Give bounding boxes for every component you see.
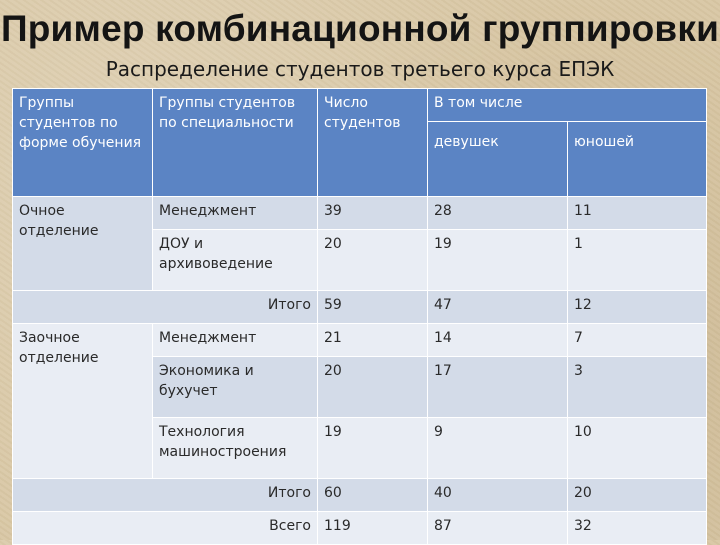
subtotal-row: Итого 59 47 12 [12, 290, 708, 324]
cell-girls: 14 [427, 323, 568, 357]
cell-count: 119 [317, 511, 428, 545]
header-boys: юношей [566, 121, 708, 197]
cell-boys: 11 [566, 196, 708, 230]
header-girls: девушек [427, 121, 568, 197]
subtotal-label: Итого [12, 478, 318, 512]
grand-total-label: Всего [12, 511, 318, 545]
cell-spec: Менеджмент [152, 196, 318, 230]
cell-boys: 20 [566, 478, 708, 512]
cell-count: 21 [317, 323, 428, 357]
cell-girls: 17 [427, 356, 568, 418]
header-subrow: девушек юношей [13, 121, 708, 197]
header-row: Группы студентов по форме обучения Групп… [12, 88, 708, 197]
cell-girls: 47 [427, 290, 568, 324]
cell-spec: Экономика и бухучет [152, 356, 318, 418]
cell-boys: 3 [566, 356, 708, 418]
cell-girls: 28 [427, 196, 568, 230]
header-specialty: Группы студентов по специальности [152, 88, 318, 197]
table-row: Технология машиностроения 19 9 10 [13, 417, 708, 479]
header-form-of-study: Группы студентов по форме обучения [12, 88, 153, 197]
subtotal-row: Итого 60 40 20 [12, 478, 708, 512]
cell-girls: 40 [427, 478, 568, 512]
grouping-table: Группы студентов по форме обучения Групп… [12, 88, 708, 545]
cell-count: 20 [317, 229, 428, 291]
grand-total-row: Всего 119 87 32 [12, 511, 708, 545]
cell-girls: 19 [427, 229, 568, 291]
table-row: Заочное отделение Менеджмент 21 14 7 [12, 323, 708, 479]
subtotal-label: Итого [12, 290, 318, 324]
table-row: Очное отделение Менеджмент 39 28 11 [12, 196, 708, 291]
cell-spec: Менеджмент [152, 323, 318, 357]
cell-boys: 12 [566, 290, 708, 324]
group-label-zaochnoe: Заочное отделение [12, 323, 153, 479]
cell-spec: ДОУ и архивоведение [152, 229, 318, 291]
group-label-ochnoe: Очное отделение [12, 196, 153, 291]
cell-boys: 32 [566, 511, 708, 545]
table-row: ДОУ и архивоведение 20 19 1 [13, 229, 708, 291]
cell-count: 60 [317, 478, 428, 512]
table-row: Экономика и бухучет 20 17 3 [13, 356, 708, 418]
header-student-count: Число студентов [317, 88, 428, 197]
table-caption: Распределение студентов третьего курса Е… [105, 57, 615, 81]
cell-boys: 7 [566, 323, 708, 357]
cell-count: 20 [317, 356, 428, 418]
cell-girls: 9 [427, 417, 568, 479]
cell-boys: 10 [566, 417, 708, 479]
cell-count: 59 [317, 290, 428, 324]
cell-count: 19 [317, 417, 428, 479]
cell-spec: Технология машиностроения [152, 417, 318, 479]
page-title: Пример комбинационной группировки [0, 8, 720, 49]
cell-boys: 1 [566, 229, 708, 291]
cell-count: 39 [317, 196, 428, 230]
header-including: В том числе [426, 88, 708, 122]
